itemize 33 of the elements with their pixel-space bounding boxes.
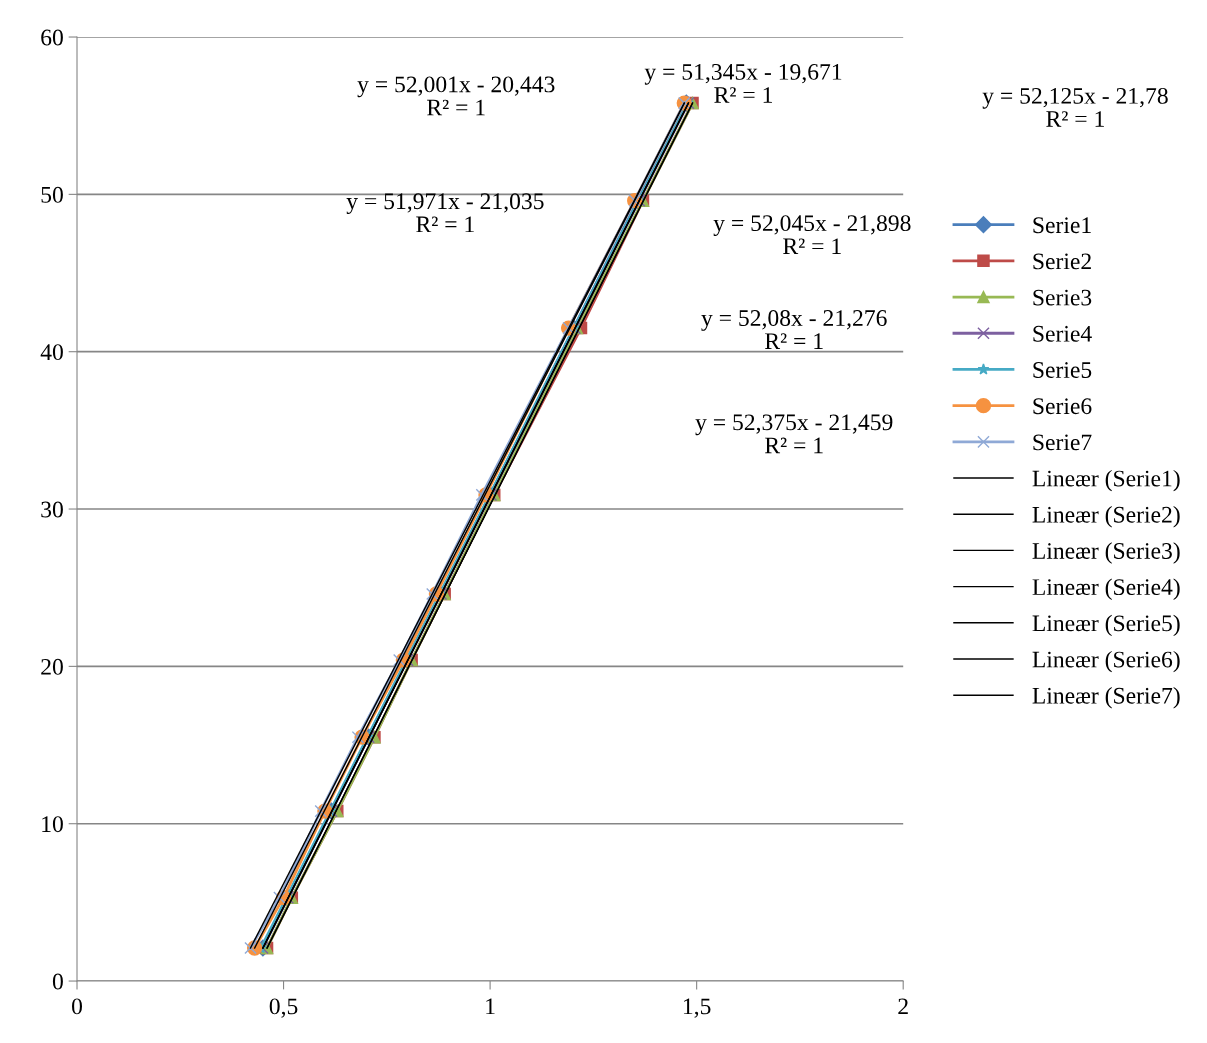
y-tick-label: 60 bbox=[41, 29, 63, 46]
annotation: y = 52,08x - 21,276 R² = 1 bbox=[701, 310, 887, 349]
x-tick-label: 1,5 bbox=[683, 998, 711, 1018]
y-tick-label: 0 bbox=[52, 973, 63, 990]
annotation: y = 52,375x - 21,459 R² = 1 bbox=[695, 414, 893, 454]
legend-label: Serie3 bbox=[1033, 289, 1092, 306]
legend-label: Serie1 bbox=[1033, 217, 1091, 234]
legend-label: Serie2 bbox=[1033, 253, 1091, 270]
legend-label: Lineær (Serie5) bbox=[1032, 614, 1180, 637]
legend-label: Lineær (Serie7) bbox=[1032, 687, 1180, 709]
y-tick-label: 40 bbox=[40, 344, 63, 361]
legend-label: Serie5 bbox=[1033, 362, 1092, 378]
annotation: y = 51,345x - 19,671 R² = 1 bbox=[644, 63, 842, 103]
legend-label: Lineær (Serie1) bbox=[1032, 469, 1180, 492]
y-tick-label: 50 bbox=[41, 186, 63, 203]
legend-label: Lineær (Serie2) bbox=[1032, 506, 1180, 528]
x-tick-label: 2 bbox=[898, 998, 908, 1015]
y-tick-label: 20 bbox=[41, 658, 63, 675]
legend-label: Lineær (Serie6) bbox=[1032, 650, 1180, 673]
annotation: y = 51,971x - 21,035 R² = 1 bbox=[346, 193, 544, 233]
legend-label: Serie6 bbox=[1033, 398, 1092, 415]
y-tick-label: 30 bbox=[41, 501, 63, 518]
x-tick-label: 0,5 bbox=[269, 998, 298, 1018]
legend-label: Lineær (Serie4) bbox=[1032, 578, 1180, 600]
legend-label: Serie7 bbox=[1033, 434, 1092, 451]
y-tick-label: 10 bbox=[42, 816, 63, 833]
x-tick-label: 1 bbox=[486, 998, 495, 1015]
annotation: y = 52,001x - 20,443 R² = 1 bbox=[357, 76, 555, 116]
text: y = 52,125x - 21,78 R² = 1 bbox=[982, 87, 1168, 127]
legend-label: Serie4 bbox=[1033, 325, 1092, 342]
x-tick-label: 0 bbox=[72, 998, 83, 1015]
legend-label: Lineær (Serie3) bbox=[1032, 542, 1180, 564]
annotation: y = 52,045x - 21,898 R² = 1 bbox=[713, 215, 911, 254]
